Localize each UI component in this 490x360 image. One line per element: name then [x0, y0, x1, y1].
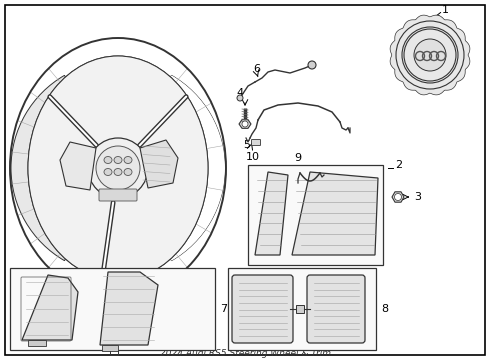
Circle shape — [308, 61, 316, 69]
Circle shape — [242, 121, 248, 127]
Text: 3: 3 — [414, 192, 421, 202]
Polygon shape — [390, 15, 470, 95]
Wedge shape — [11, 75, 74, 261]
Circle shape — [414, 39, 446, 71]
Polygon shape — [60, 142, 96, 190]
Ellipse shape — [124, 157, 132, 163]
Bar — [102, 345, 118, 351]
Circle shape — [394, 194, 401, 201]
Ellipse shape — [28, 56, 208, 280]
Text: 1: 1 — [441, 5, 448, 15]
Wedge shape — [163, 75, 225, 261]
Polygon shape — [239, 120, 251, 128]
Ellipse shape — [124, 168, 132, 176]
FancyBboxPatch shape — [99, 189, 137, 201]
Circle shape — [96, 146, 140, 190]
Text: 10: 10 — [246, 152, 260, 162]
Text: 7: 7 — [220, 304, 227, 314]
Polygon shape — [22, 275, 78, 340]
Bar — [10, 268, 215, 350]
Bar — [28, 340, 46, 346]
FancyBboxPatch shape — [251, 140, 261, 145]
Polygon shape — [255, 172, 288, 255]
Polygon shape — [100, 272, 158, 345]
Ellipse shape — [104, 157, 112, 163]
Wedge shape — [163, 75, 225, 261]
Bar — [248, 165, 383, 265]
Polygon shape — [392, 192, 404, 202]
Ellipse shape — [114, 168, 122, 176]
FancyBboxPatch shape — [232, 275, 293, 343]
Text: 4: 4 — [237, 88, 244, 98]
Ellipse shape — [10, 38, 226, 298]
Bar — [228, 268, 376, 350]
Text: 2024 Audi RS5 Steering Wheel & Trim: 2024 Audi RS5 Steering Wheel & Trim — [160, 349, 330, 358]
Ellipse shape — [104, 168, 112, 176]
FancyBboxPatch shape — [307, 275, 365, 343]
Ellipse shape — [114, 157, 122, 163]
Text: 5: 5 — [243, 140, 250, 150]
Circle shape — [88, 138, 148, 198]
Bar — [296, 305, 304, 313]
Text: 2: 2 — [395, 160, 402, 170]
Text: 9: 9 — [294, 153, 301, 163]
Circle shape — [237, 95, 243, 101]
Text: 6: 6 — [253, 64, 261, 74]
Text: 8: 8 — [381, 304, 388, 314]
Polygon shape — [140, 140, 178, 188]
Polygon shape — [292, 172, 378, 255]
